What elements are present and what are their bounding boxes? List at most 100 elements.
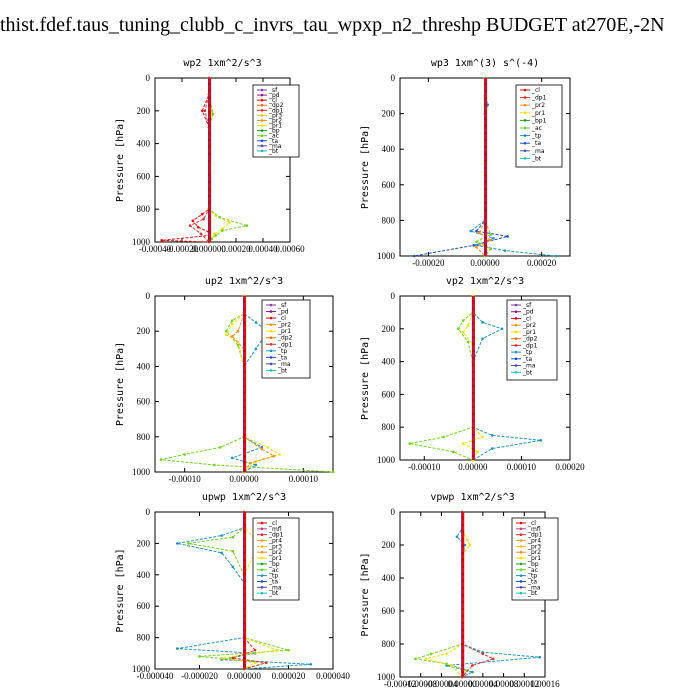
plot-frame [154, 77, 291, 243]
data-point [424, 657, 428, 661]
panel-title: wp2 1xm^2/s^3 [183, 58, 261, 69]
legend-entry: _pr1 [268, 555, 282, 562]
x-tick-label: 0.00010 [507, 462, 537, 472]
data-point [243, 461, 246, 465]
legend-entry: _ta [522, 356, 532, 363]
data-point [478, 231, 481, 235]
data-point [461, 558, 465, 562]
legend-entry: _pr4 [527, 538, 541, 545]
data-point [231, 565, 235, 569]
data-point [208, 201, 211, 205]
legend-entry: _pr2 [527, 549, 541, 556]
data-point [243, 607, 246, 611]
legend-marker [519, 521, 523, 525]
data-point [243, 440, 246, 444]
data-point [461, 621, 465, 625]
data-point [471, 377, 475, 381]
data-point [471, 300, 475, 304]
legend-marker [519, 591, 523, 595]
x-tick-label: -0.00008 [405, 679, 438, 689]
data-point [208, 194, 211, 198]
data-point [198, 655, 201, 658]
data-point [202, 217, 205, 221]
y-tick-label: 0 [146, 291, 151, 301]
data-point [243, 419, 246, 423]
y-tick-label: 800 [382, 215, 396, 225]
data-point [243, 614, 246, 618]
x-tick-label: 0.00008 [489, 679, 519, 689]
data-point [461, 586, 465, 590]
data-point [243, 593, 246, 597]
legend-entry: _ac [268, 133, 279, 140]
data-point [471, 664, 474, 667]
data-point [471, 335, 475, 339]
data-point [203, 109, 207, 113]
legend-marker [260, 539, 264, 542]
legend-entry: _ma [277, 361, 291, 368]
y-axis-label: Pressure [hPa] [115, 548, 126, 632]
legend-marker [514, 317, 518, 320]
data-point [211, 112, 215, 116]
legend-marker [260, 134, 264, 137]
data-point [243, 370, 246, 374]
data-point [484, 194, 487, 198]
data-point [461, 565, 465, 569]
data-point [208, 159, 211, 163]
data-point [455, 535, 459, 539]
legend-entry: _dp2 [277, 335, 293, 342]
series-line [230, 296, 269, 473]
legend-marker [260, 586, 264, 589]
data-point [208, 103, 211, 107]
y-tick-label: 1000 [132, 237, 151, 247]
data-point [254, 321, 258, 324]
legend-marker [519, 533, 523, 536]
data-point [461, 642, 465, 646]
legend-entry: _bt [268, 590, 279, 597]
data-point [484, 243, 487, 247]
data-point [243, 321, 246, 325]
data-point [461, 442, 465, 445]
data-point [475, 245, 478, 249]
series-line [414, 78, 508, 257]
x-tick-label: 0.00020 [527, 258, 557, 268]
data-point [243, 628, 246, 632]
x-tick-label: -0.00010 [408, 462, 441, 472]
data-point [287, 648, 290, 652]
legend-marker [269, 369, 273, 372]
data-point [475, 229, 478, 233]
legend-entry: _ta [268, 138, 278, 145]
data-point [208, 145, 211, 149]
legend-marker [514, 344, 518, 347]
data-point [243, 663, 246, 667]
x-tick-label: -0.00020 [166, 244, 199, 254]
legend-marker [260, 568, 264, 572]
data-point [468, 543, 472, 547]
data-point [208, 96, 211, 100]
data-point [445, 652, 448, 656]
data-point [484, 110, 487, 114]
legend-marker [519, 580, 523, 583]
data-point [461, 544, 465, 548]
data-point [461, 628, 465, 632]
legend-marker [260, 550, 264, 554]
legend-entry: _ma [531, 148, 545, 155]
legend-entry: _ta [277, 354, 287, 361]
data-point [484, 236, 487, 240]
data-point [469, 229, 473, 233]
legend-entry: _pr1 [277, 328, 291, 335]
legend-marker [260, 103, 264, 107]
data-point [484, 222, 487, 226]
data-point [243, 565, 246, 569]
legend-entry: _sf [268, 87, 278, 94]
x-tick-label: 0.00010 [289, 474, 319, 484]
legend-marker [260, 144, 264, 148]
data-point [160, 239, 164, 242]
legend-marker [260, 93, 264, 97]
legend-marker [519, 527, 523, 531]
legend: _sf_pd_cl_pr2_pr1_dp2_dp1_tp_ta_ma_bt [261, 299, 311, 379]
data-point [450, 664, 454, 667]
data-point [484, 89, 487, 93]
legend-marker [260, 88, 264, 92]
data-point [471, 356, 475, 360]
data-point [243, 384, 246, 388]
